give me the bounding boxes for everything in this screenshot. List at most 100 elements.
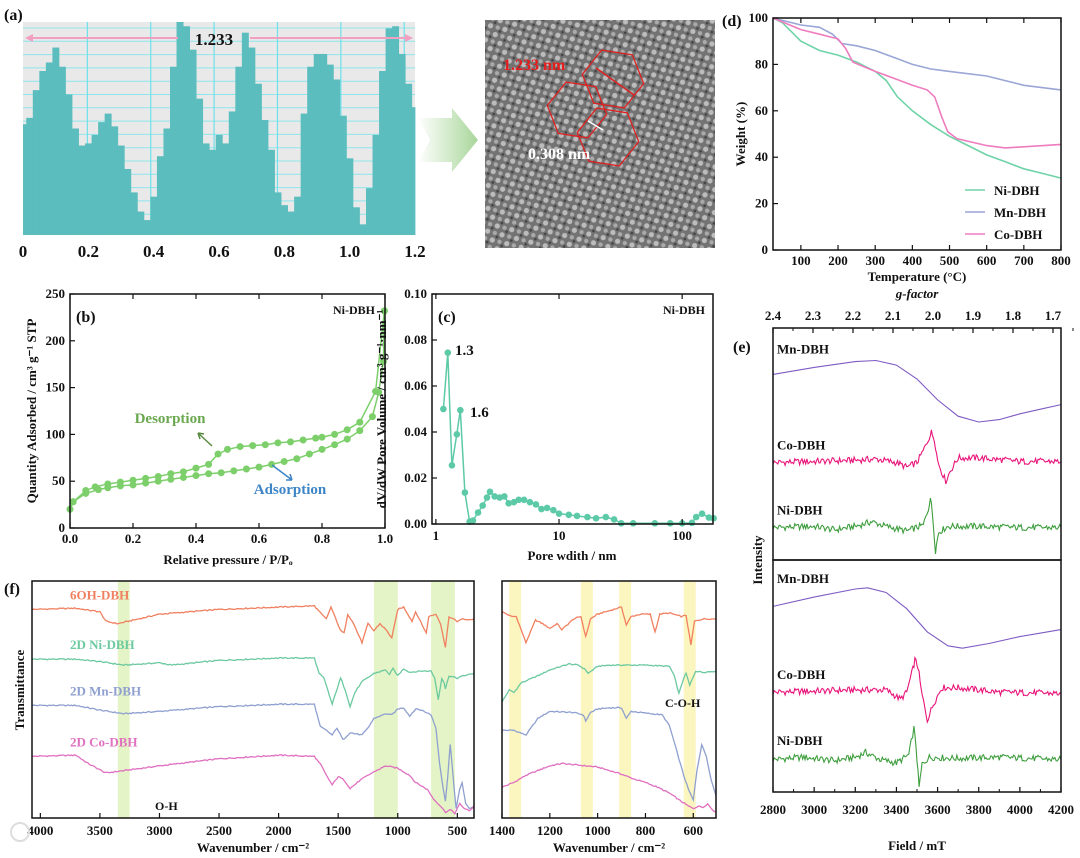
x-axis-label: Pore wdith / nm <box>528 548 617 563</box>
tga-line-mn-dbh <box>772 17 1062 91</box>
profile-bar <box>202 143 210 235</box>
data-point <box>104 480 112 488</box>
tem-image: 1.233 nm 0.308 nm <box>485 20 715 248</box>
data-point <box>299 436 307 444</box>
data-point <box>698 510 706 517</box>
arrowhead-right-icon <box>405 34 413 42</box>
lattice-label: 1.233 nm <box>503 57 566 74</box>
panel-label-b: (b) <box>76 309 96 326</box>
top-x-tick-label: 1.7 <box>1045 308 1062 323</box>
profile-bar <box>274 192 282 235</box>
desorption-label: Desorption <box>135 411 206 427</box>
spacing-arrow <box>587 120 604 131</box>
profile-bar <box>307 66 315 235</box>
tga-line-co-dbh <box>772 17 1062 149</box>
data-point <box>520 496 528 504</box>
profile-bar <box>405 83 413 236</box>
data-point <box>602 513 610 521</box>
top-x-axis-label: g-factor <box>895 286 940 301</box>
profile-bar <box>228 111 236 235</box>
y-tick-label: 100 <box>46 426 66 441</box>
x-tick-label: 500 <box>940 253 960 268</box>
profile-bar <box>196 98 204 236</box>
data-point <box>356 427 364 435</box>
right-arrow-icon <box>418 108 478 172</box>
profile-bar <box>392 26 400 236</box>
x-tick-label: 1 <box>433 528 440 543</box>
ftir-trace <box>31 604 475 648</box>
epr-trace <box>772 359 1062 423</box>
ftir-trace <box>501 706 717 803</box>
y-axis-label: Quantity Adsorbed / cm³ g⁻¹ STP <box>24 319 39 504</box>
epr-trace <box>772 726 1062 787</box>
top-x-tick-label: 2.0 <box>925 308 941 323</box>
x-tick-label: 0.2 <box>125 531 141 546</box>
tem-overlay <box>485 20 715 248</box>
data-point <box>543 504 551 512</box>
data-point <box>82 487 90 495</box>
data-point <box>91 483 99 491</box>
top-x-tick-label: 2.1 <box>885 308 901 323</box>
x-tick-label: 0.4 <box>143 242 165 261</box>
trace-label: Mn-DBH <box>777 341 829 356</box>
y-tick-label: 0.08 <box>404 332 427 347</box>
data-point <box>287 438 294 446</box>
x-axis-label: Wavenumber / cm⁻² <box>553 840 665 855</box>
trace-label: Ni-DBH <box>777 502 823 517</box>
x-tick-label: 3000 <box>146 823 172 838</box>
x-tick-label: 1.2 <box>404 242 425 261</box>
x-tick-label: 0.0 <box>62 531 78 546</box>
data-point <box>483 494 491 501</box>
panel-label-c: (c) <box>438 309 456 326</box>
hexagon-outline <box>576 107 640 167</box>
highlight-band <box>509 581 522 818</box>
y-axis-label: Transmittance <box>12 649 27 730</box>
panel-label-a: (a) <box>4 7 23 24</box>
data-point <box>532 501 540 508</box>
data-point <box>469 517 477 524</box>
x-tick-label: 0.6 <box>251 531 268 546</box>
ftir-trace <box>31 753 475 815</box>
data-point <box>688 519 696 527</box>
x-tick-label: 0.6 <box>208 242 229 261</box>
x-tick-label: 1500 <box>325 823 351 838</box>
data-point <box>192 472 200 480</box>
profile-bar <box>313 53 321 236</box>
x-tick-label: 1.0 <box>339 242 360 261</box>
y-tick-label: 0 <box>762 242 769 257</box>
x-tick-label: 10 <box>553 528 566 543</box>
profile-bar <box>72 128 79 235</box>
data-point <box>293 455 301 463</box>
data-point <box>236 443 244 451</box>
profile-bar <box>398 53 406 236</box>
plot-frame-d <box>772 17 1062 251</box>
y-tick-label: 0.02 <box>404 470 427 485</box>
coh-annotation: C-O-H <box>665 696 701 710</box>
trace-label: 2D Co-DBH <box>70 734 138 749</box>
oh-annotation: O-H <box>155 799 178 813</box>
data-point <box>69 498 77 506</box>
profile-bar <box>346 158 354 235</box>
x-tick-label: 200 <box>828 253 848 268</box>
x-tick-label: 4200 <box>1048 802 1074 817</box>
x-tick-label: 3000 <box>801 802 827 817</box>
data-point <box>491 493 498 500</box>
profile-bar <box>366 188 373 235</box>
profile-bar <box>117 145 125 235</box>
x-tick-label: 2000 <box>266 823 292 838</box>
data-point <box>479 502 487 509</box>
data-point <box>331 441 339 449</box>
data-point <box>217 469 225 477</box>
y-tick-label: 50 <box>52 473 65 488</box>
top-x-tick-label: 2.4 <box>765 308 782 323</box>
profile-bar <box>268 149 275 235</box>
y-tick-label: 150 <box>46 380 66 395</box>
data-point <box>474 509 482 516</box>
x-tick-label: 800 <box>636 823 656 838</box>
highlight-band <box>117 581 130 818</box>
data-point <box>214 450 222 458</box>
profile-bar <box>379 70 386 236</box>
adsorption-arrow-icon <box>271 464 293 481</box>
data-point <box>343 435 351 443</box>
watermark-logo-icon <box>10 822 30 842</box>
